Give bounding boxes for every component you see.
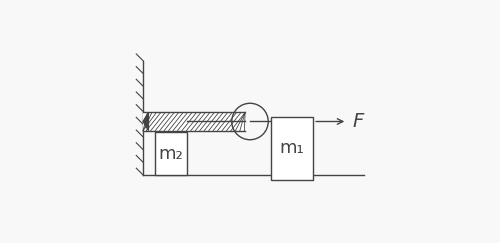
Text: m₁: m₁: [280, 139, 304, 157]
Bar: [270, 117, 313, 180]
Bar: [143, 112, 245, 131]
Polygon shape: [143, 112, 148, 131]
Bar: [155, 132, 187, 175]
Text: m₂: m₂: [158, 145, 184, 163]
Text: F: F: [352, 112, 364, 131]
